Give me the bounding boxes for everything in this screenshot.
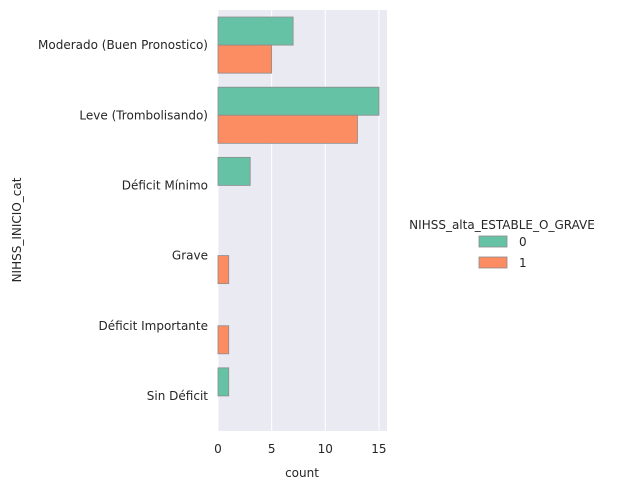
x-tick-labels: 0 5 10 15 bbox=[214, 442, 386, 456]
x-tick-label: 10 bbox=[318, 442, 333, 456]
y-tick-label: Sin Déficit bbox=[147, 389, 208, 403]
bar bbox=[217, 114, 358, 144]
plot-background bbox=[218, 10, 387, 431]
y-tick-label: Leve (Trombolisando) bbox=[79, 108, 208, 122]
x-tick-label: 5 bbox=[268, 442, 276, 456]
legend-swatch bbox=[478, 256, 508, 269]
x-tick-label: 15 bbox=[371, 442, 386, 456]
x-axis-label: count bbox=[285, 466, 319, 480]
y-tick-labels: Moderado (Buen Pronostico) Leve (Tromboli… bbox=[38, 38, 208, 403]
y-tick-label: Grave bbox=[172, 249, 208, 263]
legend-title: NIHSS_alta_ESTABLE_O_GRAVE bbox=[409, 218, 595, 232]
y-axis-label: NIHSS_INICIO_cat bbox=[10, 177, 24, 282]
bar bbox=[217, 255, 230, 285]
legend-label: 1 bbox=[519, 256, 527, 270]
y-tick-label: Déficit Mínimo bbox=[122, 178, 208, 192]
grid-lines bbox=[217, 10, 380, 431]
bar bbox=[217, 325, 230, 355]
bar bbox=[217, 86, 380, 116]
bar bbox=[217, 44, 273, 74]
x-tick-label: 0 bbox=[214, 442, 222, 456]
y-tick-label: Moderado (Buen Pronostico) bbox=[38, 38, 208, 52]
bar bbox=[217, 367, 230, 397]
bar bbox=[217, 16, 294, 46]
legend-label: 0 bbox=[519, 235, 527, 249]
y-tick-label: Déficit Importante bbox=[98, 319, 208, 333]
legend: NIHSS_alta_ESTABLE_O_GRAVE 0 1 bbox=[409, 218, 595, 270]
legend-swatch bbox=[478, 235, 508, 248]
bars-group bbox=[217, 16, 380, 397]
bar bbox=[217, 156, 251, 186]
